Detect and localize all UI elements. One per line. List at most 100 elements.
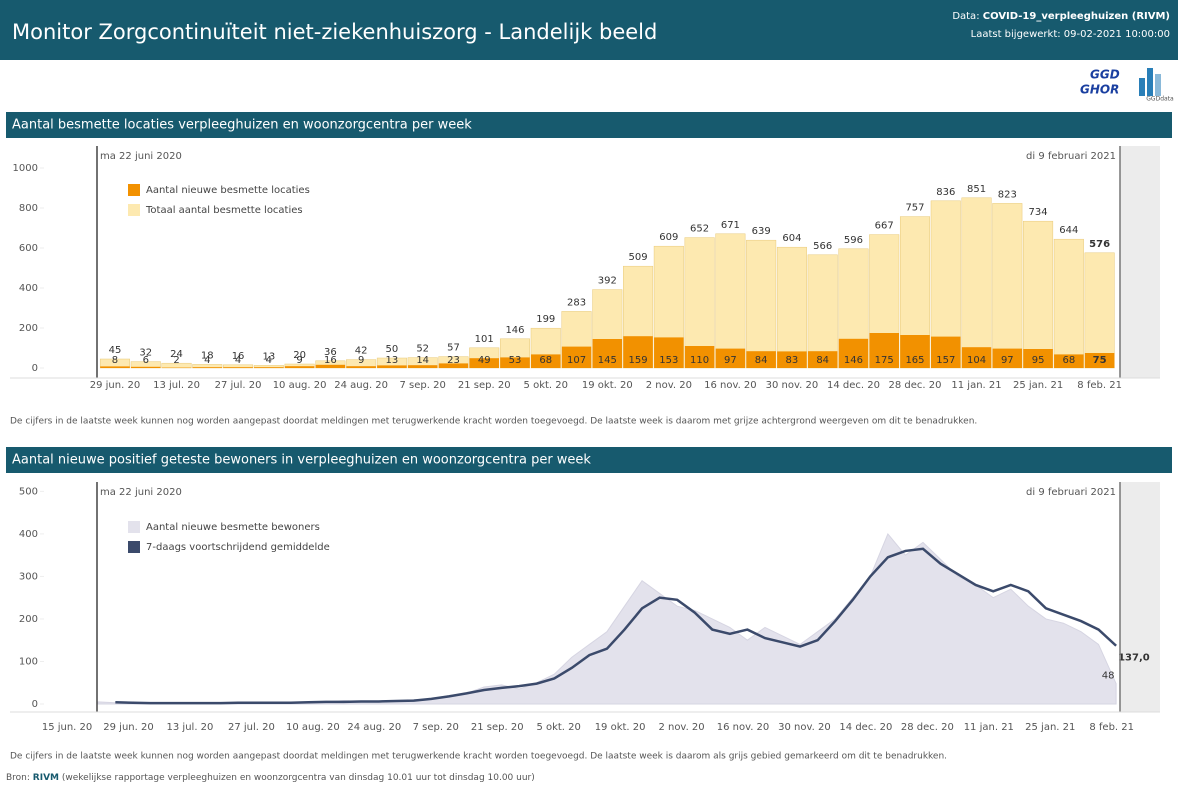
bar (776, 246, 807, 369)
last-week-shade (1120, 482, 1160, 712)
bar (838, 338, 869, 368)
data-label: 145 (598, 355, 617, 366)
y-tick-label: 300 (19, 571, 38, 582)
bar (715, 233, 746, 369)
x-tick-label: 25 jan. 21 (1025, 722, 1075, 733)
data-label: 652 (690, 224, 709, 235)
data-label: 283 (567, 297, 586, 308)
bar (561, 346, 592, 368)
x-tick-label: 14 dec. 20 (827, 380, 880, 391)
bar (1084, 353, 1115, 368)
data-label: 2 (173, 355, 179, 366)
bar (746, 351, 776, 368)
x-tick-label: 7 sep. 20 (413, 722, 459, 733)
x-tick-label: 5 okt. 20 (524, 380, 568, 391)
data-label: 836 (936, 187, 955, 198)
legend-label: 7-daags voortschrijdend gemiddelde (146, 542, 330, 553)
bar (592, 339, 623, 368)
data-label: 146 (505, 325, 524, 336)
section-bar (6, 447, 1172, 473)
bar (807, 351, 838, 368)
data-label: 23 (447, 355, 460, 366)
data-label: 49 (478, 355, 491, 366)
x-tick-label: 21 sep. 20 (458, 380, 511, 391)
bar (192, 367, 223, 368)
section-bar (6, 112, 1172, 138)
data-label: 97 (1001, 355, 1014, 366)
bar (684, 346, 715, 368)
bar (777, 351, 807, 368)
x-tick-label: 30 nov. 20 (766, 380, 819, 391)
x-tick-label: 29 jun. 20 (103, 722, 153, 733)
annotation: ma 22 juni 2020 (100, 487, 182, 498)
legend-swatch (128, 521, 140, 533)
data-source-name: COVID-19_verpleeghuizen (RIVM) (983, 11, 1170, 22)
y-tick-label: 200 (19, 614, 38, 625)
x-tick-label: 16 nov. 20 (704, 380, 757, 391)
x-tick-label: 24 aug. 20 (334, 380, 388, 391)
x-tick-label: 8 feb. 21 (1089, 722, 1134, 733)
x-tick-label: 10 aug. 20 (286, 722, 340, 733)
data-label: 84 (755, 355, 768, 366)
data-label: 68 (539, 355, 552, 366)
x-tick-label: 13 jul. 20 (167, 722, 214, 733)
page-title: Monitor Zorgcontinuïteit niet-ziekenhuis… (12, 20, 657, 44)
legend-label: Totaal aantal besmette locaties (145, 205, 303, 216)
data-prefix: Data: (952, 11, 979, 22)
bar (500, 357, 530, 368)
data-label: 4 (266, 355, 272, 366)
data-label: 157 (936, 355, 955, 366)
data-label: 52 (416, 344, 429, 355)
x-tick-label: 25 jan. 21 (1013, 380, 1063, 391)
data-label: 14 (416, 355, 429, 366)
legend-label: Aantal nieuwe besmette bewoners (146, 522, 320, 533)
x-tick-label: 24 aug. 20 (347, 722, 401, 733)
bar (623, 336, 653, 368)
y-tick-label: 400 (19, 529, 38, 540)
x-tick-label: 15 jun. 20 (42, 722, 92, 733)
data-label: 392 (598, 276, 617, 287)
data-label: 509 (629, 252, 648, 263)
bar (930, 336, 961, 368)
line (115, 547, 1117, 705)
data-label: 596 (844, 235, 863, 246)
data-source: Data: COVID-19_verpleeghuizen (RIVM) (952, 11, 1170, 22)
bar (469, 358, 499, 368)
legend-swatch (128, 184, 140, 196)
data-label: 146 (844, 355, 863, 366)
y-tick-label: 0 (32, 363, 38, 374)
x-tick-label: 13 jul. 20 (153, 380, 200, 391)
data-label: 36 (324, 347, 337, 358)
bar (961, 197, 992, 369)
bar (992, 203, 1023, 369)
data-label: 75 (1093, 355, 1107, 366)
bar (1023, 220, 1054, 369)
data-label: 604 (782, 233, 801, 244)
x-tick-label: 28 dec. 20 (889, 380, 942, 391)
y-tick-label: 0 (32, 699, 38, 710)
x-tick-label: 11 jan. 21 (951, 380, 1001, 391)
section-title: Aantal nieuwe positief geteste bewoners … (12, 453, 591, 468)
y-tick-label: 400 (19, 283, 38, 294)
bar (807, 254, 838, 369)
data-label: 757 (905, 203, 924, 214)
data-label: 84 (816, 355, 829, 366)
data-label: 9 (358, 355, 364, 366)
bar (1084, 252, 1115, 369)
data-label: 32 (139, 348, 152, 359)
x-tick-label: 28 dec. 20 (901, 722, 954, 733)
data-label: 57 (447, 343, 460, 354)
bar (284, 366, 315, 368)
data-label: 639 (752, 226, 771, 237)
bar (1023, 349, 1053, 368)
x-tick-label: 19 okt. 20 (595, 722, 646, 733)
x-tick-label: 27 jul. 20 (215, 380, 262, 391)
data-label: 101 (475, 334, 494, 345)
data-label: 95 (1032, 355, 1045, 366)
annotation: di 9 februari 2021 (1026, 151, 1116, 162)
source: Bron: RIVM (wekelijkse rapportage verple… (6, 773, 535, 783)
bar (715, 348, 746, 368)
y-tick-label: 600 (19, 243, 38, 254)
bar (438, 363, 469, 368)
